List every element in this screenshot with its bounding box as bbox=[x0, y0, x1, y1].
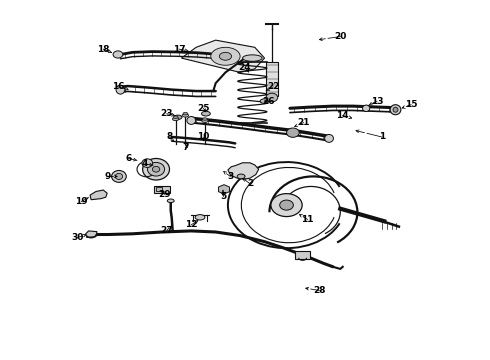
Ellipse shape bbox=[202, 119, 208, 122]
Ellipse shape bbox=[152, 166, 160, 172]
Text: 18: 18 bbox=[97, 45, 110, 54]
Ellipse shape bbox=[211, 47, 240, 65]
FancyBboxPatch shape bbox=[266, 62, 278, 96]
Text: 1: 1 bbox=[379, 132, 385, 141]
Ellipse shape bbox=[147, 162, 165, 176]
Ellipse shape bbox=[172, 117, 179, 121]
FancyBboxPatch shape bbox=[156, 187, 162, 192]
Circle shape bbox=[266, 93, 278, 102]
Ellipse shape bbox=[142, 159, 153, 167]
Text: 10: 10 bbox=[197, 132, 210, 141]
Text: 25: 25 bbox=[197, 104, 210, 113]
Ellipse shape bbox=[116, 85, 125, 94]
Text: 29: 29 bbox=[158, 190, 171, 199]
Text: 2: 2 bbox=[247, 179, 253, 188]
Circle shape bbox=[280, 200, 294, 210]
Text: 24: 24 bbox=[239, 63, 251, 72]
Text: 11: 11 bbox=[301, 215, 314, 224]
Ellipse shape bbox=[390, 105, 401, 115]
Text: 21: 21 bbox=[297, 118, 310, 127]
Text: 6: 6 bbox=[125, 154, 132, 163]
Ellipse shape bbox=[174, 115, 182, 120]
Ellipse shape bbox=[237, 174, 245, 179]
Ellipse shape bbox=[183, 112, 188, 115]
Ellipse shape bbox=[173, 116, 178, 118]
Text: 17: 17 bbox=[172, 45, 185, 54]
Ellipse shape bbox=[243, 55, 262, 61]
Text: 19: 19 bbox=[75, 197, 88, 206]
Text: 9: 9 bbox=[104, 172, 110, 181]
Text: 14: 14 bbox=[337, 111, 349, 120]
Polygon shape bbox=[228, 163, 259, 179]
Ellipse shape bbox=[167, 199, 174, 203]
Ellipse shape bbox=[220, 52, 232, 60]
Text: 28: 28 bbox=[313, 286, 325, 295]
Ellipse shape bbox=[182, 114, 189, 117]
Text: 7: 7 bbox=[182, 143, 189, 152]
FancyBboxPatch shape bbox=[295, 251, 311, 258]
FancyBboxPatch shape bbox=[154, 186, 170, 193]
Text: 12: 12 bbox=[185, 220, 197, 229]
Ellipse shape bbox=[363, 105, 370, 112]
Ellipse shape bbox=[115, 174, 122, 180]
Text: 23: 23 bbox=[161, 109, 173, 118]
Text: 26: 26 bbox=[262, 96, 275, 105]
Circle shape bbox=[271, 194, 302, 217]
Text: 20: 20 bbox=[334, 32, 346, 41]
Ellipse shape bbox=[260, 99, 269, 103]
Text: 16: 16 bbox=[112, 82, 124, 91]
Ellipse shape bbox=[393, 107, 398, 112]
Ellipse shape bbox=[202, 118, 207, 120]
Text: 15: 15 bbox=[405, 100, 417, 109]
Polygon shape bbox=[86, 231, 97, 237]
Polygon shape bbox=[181, 40, 265, 72]
Ellipse shape bbox=[112, 171, 126, 182]
Polygon shape bbox=[90, 190, 107, 200]
Circle shape bbox=[113, 51, 123, 58]
Text: 22: 22 bbox=[267, 82, 280, 91]
Ellipse shape bbox=[195, 215, 205, 220]
Text: 8: 8 bbox=[166, 132, 172, 141]
Text: 4: 4 bbox=[142, 159, 148, 168]
Ellipse shape bbox=[187, 117, 196, 125]
Circle shape bbox=[287, 128, 299, 137]
Ellipse shape bbox=[201, 111, 210, 116]
Ellipse shape bbox=[143, 158, 170, 180]
Text: 13: 13 bbox=[370, 96, 383, 105]
Text: 30: 30 bbox=[71, 233, 84, 242]
Text: 27: 27 bbox=[161, 226, 173, 235]
Text: 3: 3 bbox=[227, 172, 233, 181]
Ellipse shape bbox=[325, 134, 333, 142]
Text: 5: 5 bbox=[220, 192, 226, 201]
